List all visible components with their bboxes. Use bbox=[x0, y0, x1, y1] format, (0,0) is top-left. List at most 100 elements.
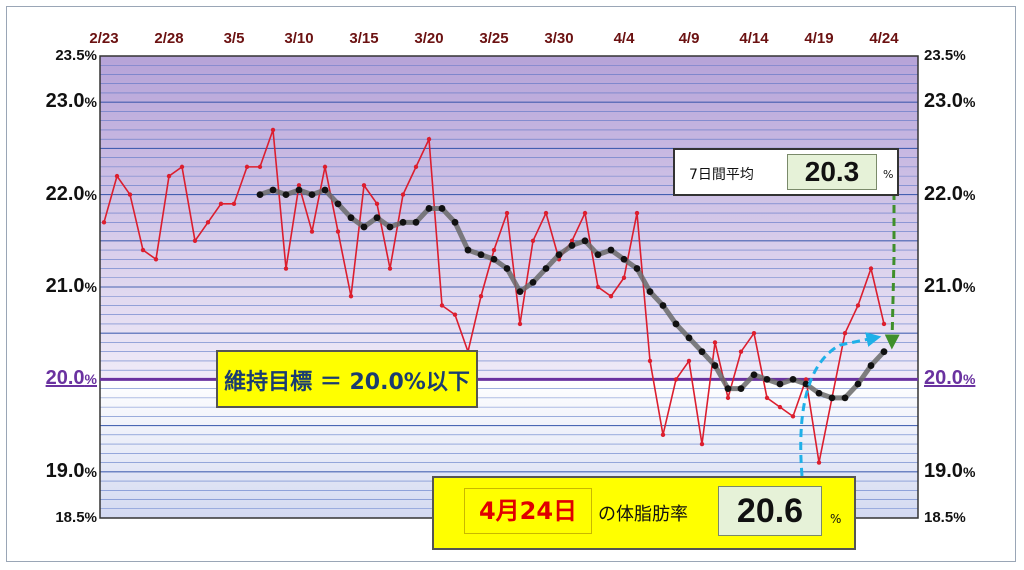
average-point bbox=[347, 214, 355, 222]
target-panel: 維持目標 ＝ 20.0%以下 bbox=[216, 350, 478, 408]
average-point bbox=[737, 385, 745, 393]
today-date: 4月24日 bbox=[464, 488, 592, 534]
seven-day-average-panel: 7日間平均 20.3 % bbox=[673, 148, 899, 196]
average-point bbox=[594, 251, 602, 259]
measured-point bbox=[413, 164, 419, 170]
y-tick-label: 20.0% bbox=[45, 367, 97, 390]
measured-point bbox=[244, 164, 250, 170]
y-tick-unit: % bbox=[84, 371, 97, 388]
measured-point bbox=[374, 201, 380, 207]
average-point bbox=[581, 237, 589, 245]
average-point bbox=[282, 191, 290, 199]
average-point bbox=[620, 255, 628, 263]
measured-point bbox=[530, 238, 536, 243]
y-tick-unit: % bbox=[962, 279, 976, 295]
measured-point bbox=[569, 238, 575, 243]
measured-point bbox=[491, 247, 497, 253]
y-tick-unit: % bbox=[84, 279, 97, 295]
y-tick-unit: % bbox=[962, 186, 976, 203]
measured-point bbox=[582, 210, 588, 216]
average-point bbox=[802, 380, 810, 388]
x-tick-label: 3/5 bbox=[223, 30, 245, 47]
measured-point bbox=[140, 247, 146, 253]
measured-point bbox=[192, 238, 198, 243]
average-point bbox=[854, 380, 862, 388]
today-value: 20.6 bbox=[718, 486, 822, 536]
average-point bbox=[295, 186, 303, 194]
measured-point bbox=[166, 173, 172, 179]
y-tick-label: 22.0% bbox=[924, 182, 976, 205]
y-tick-unit: % bbox=[84, 463, 97, 480]
y-tick-label: 23.0% bbox=[45, 90, 97, 113]
average-point bbox=[763, 376, 771, 383]
average-point bbox=[633, 265, 641, 272]
average-point bbox=[711, 362, 719, 369]
average-point bbox=[399, 218, 407, 226]
measured-point bbox=[868, 266, 874, 271]
x-tick-label: 4/19 bbox=[804, 30, 834, 47]
x-tick-label: 4/24 bbox=[869, 30, 899, 47]
measured-point bbox=[348, 294, 354, 299]
measured-point bbox=[400, 192, 406, 197]
average-point bbox=[256, 191, 264, 199]
average-point bbox=[607, 246, 615, 254]
target-text: 維持目標 ＝ 20.0%以下 bbox=[224, 370, 470, 395]
measured-point bbox=[439, 303, 445, 308]
y-tick-label: 19.0% bbox=[45, 459, 97, 482]
measured-point bbox=[257, 164, 263, 170]
measured-point bbox=[543, 210, 549, 216]
measured-point bbox=[803, 377, 809, 382]
average-point bbox=[269, 186, 277, 194]
y-tick-label: 18.5% bbox=[55, 509, 97, 526]
y-tick-unit: % bbox=[84, 509, 97, 525]
x-tick-label: 4/9 bbox=[678, 30, 700, 47]
x-tick-label: 3/25 bbox=[479, 30, 509, 47]
y-tick-label: 23.5% bbox=[924, 47, 966, 64]
average-point bbox=[529, 278, 537, 286]
y-tick-unit: % bbox=[962, 463, 976, 480]
measured-point bbox=[621, 275, 627, 280]
average-point bbox=[750, 371, 758, 379]
seven-day-average-value: 20.3 bbox=[787, 154, 877, 190]
y-tick-unit: % bbox=[84, 94, 97, 111]
y-tick-label: 19.0% bbox=[924, 459, 976, 482]
measured-point bbox=[647, 358, 653, 364]
measured-point bbox=[296, 183, 302, 188]
average-point bbox=[698, 348, 706, 356]
average-point bbox=[516, 288, 524, 296]
measured-point bbox=[335, 229, 341, 234]
measured-point bbox=[751, 331, 757, 336]
measured-point bbox=[452, 312, 458, 317]
measured-point bbox=[517, 321, 523, 327]
average-point bbox=[776, 380, 784, 388]
measured-point bbox=[777, 404, 783, 410]
average-point bbox=[451, 218, 459, 226]
measured-point bbox=[114, 173, 120, 179]
measured-point bbox=[595, 284, 601, 290]
average-point bbox=[321, 186, 329, 194]
measured-point bbox=[634, 210, 640, 216]
y-tick-unit: % bbox=[953, 509, 966, 525]
y-tick-unit: % bbox=[962, 94, 976, 111]
measured-point bbox=[283, 266, 289, 271]
measured-point bbox=[842, 331, 848, 336]
measured-point bbox=[205, 220, 211, 225]
average-point bbox=[646, 288, 654, 296]
average-point bbox=[334, 200, 342, 208]
measured-point bbox=[153, 257, 159, 262]
average-point bbox=[828, 394, 836, 402]
seven-day-average-label: 7日間平均 bbox=[689, 167, 754, 183]
average-point bbox=[815, 389, 823, 397]
measured-point bbox=[309, 229, 315, 234]
measured-point bbox=[270, 127, 276, 133]
measured-point bbox=[816, 460, 822, 465]
x-tick-label: 3/20 bbox=[414, 30, 444, 47]
measured-point bbox=[608, 294, 614, 299]
measured-point bbox=[725, 395, 731, 401]
x-tick-label: 2/28 bbox=[154, 30, 184, 47]
today-callout-arrow bbox=[799, 332, 882, 477]
measured-point bbox=[218, 201, 224, 207]
x-tick-label: 4/4 bbox=[613, 30, 635, 47]
average-point bbox=[724, 385, 732, 393]
average-point bbox=[386, 223, 394, 231]
